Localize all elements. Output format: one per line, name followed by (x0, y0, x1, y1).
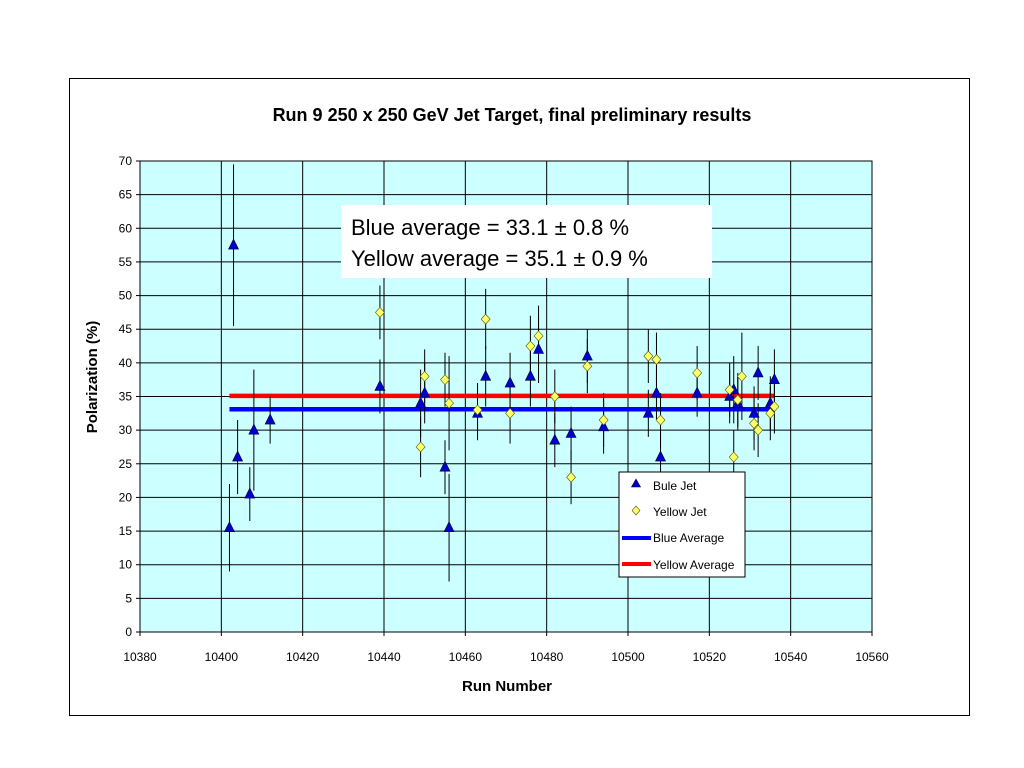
data-point-yellow-jet (749, 417, 759, 429)
data-point-yellow-jet (692, 367, 703, 379)
y-tick-label: 30 (119, 423, 133, 437)
data-point-blue-jet (228, 238, 240, 250)
data-point-yellow-jet (732, 394, 743, 406)
data-point-yellow-jet (769, 401, 780, 413)
y-tick-label: 10 (119, 558, 133, 572)
y-tick-label: 50 (119, 289, 133, 303)
legend-marker-yellow-jet (631, 505, 641, 516)
yellow-average-text: Yellow average = 35.1 ± 0.9 % (351, 246, 648, 271)
data-point-yellow-jet (375, 306, 385, 318)
y-tick-label: 25 (119, 457, 133, 471)
legend-box (618, 471, 746, 578)
x-tick-label: 10420 (286, 650, 320, 664)
data-point-yellow-jet (736, 370, 747, 382)
x-tick-label: 10560 (855, 650, 889, 664)
x-tick-label: 10460 (449, 650, 483, 664)
data-point-yellow-jet (643, 350, 654, 362)
data-point-blue-jet (419, 386, 431, 398)
data-point-yellow-jet (533, 330, 544, 342)
x-tick-label: 10540 (774, 650, 808, 664)
data-point-blue-jet (549, 433, 561, 445)
data-point-blue-jet (642, 406, 654, 418)
x-tick-label: 10440 (367, 650, 401, 664)
data-point-blue-jet (655, 450, 667, 462)
data-point-yellow-jet (728, 451, 739, 463)
data-point-yellow-jet (582, 360, 593, 372)
data-point-yellow-jet (566, 471, 576, 483)
y-axis-label: Polarization (%) (84, 321, 101, 434)
data-point-blue-jet (524, 369, 536, 381)
y-tick-label: 65 (119, 188, 133, 202)
x-axis-label: Run Number (462, 678, 552, 695)
x-tick-label: 10520 (693, 650, 727, 664)
data-point-yellow-jet (472, 404, 483, 416)
data-point-blue-jet (691, 386, 703, 398)
x-tick-label: 10500 (611, 650, 645, 664)
data-point-blue-jet (443, 521, 455, 533)
data-point-blue-jet (223, 521, 235, 533)
legend-label-blue-average: Blue Average (653, 531, 724, 545)
data-point-blue-jet (752, 366, 764, 378)
data-point-blue-jet (374, 379, 386, 391)
legend-label-yellow-jet: Yellow Jet (653, 505, 707, 519)
data-point-yellow-jet (415, 441, 426, 453)
y-tick-label: 0 (125, 625, 132, 639)
y-tick-label: 40 (119, 356, 133, 370)
y-tick-label: 70 (119, 154, 133, 168)
legend: Bule Jet Yellow Jet Blue Average Yellow … (618, 471, 746, 578)
data-point-blue-jet (748, 406, 760, 418)
data-point-yellow-jet (651, 354, 662, 365)
legend-label-blue-jet: Bule Jet (653, 479, 697, 493)
data-point-yellow-jet (505, 407, 515, 419)
legend-marker-blue-jet (630, 478, 642, 488)
blue-average-text: Blue average = 33.1 ± 0.8 % (351, 215, 629, 240)
data-point-blue-jet (439, 460, 451, 472)
y-tick-label: 15 (119, 524, 133, 538)
data-point-blue-jet (248, 423, 260, 435)
data-point-yellow-jet (655, 414, 666, 426)
data-point-blue-jet (724, 389, 736, 401)
data-point-blue-jet (565, 426, 577, 438)
data-point-blue-jet (264, 413, 276, 425)
data-point-blue-jet (598, 420, 610, 432)
x-tick-label: 10480 (530, 650, 564, 664)
chart-title: Run 9 250 x 250 GeV Jet Target, final pr… (273, 105, 752, 125)
y-tick-label: 35 (119, 390, 133, 404)
data-point-yellow-jet (598, 414, 609, 426)
y-tick-label: 20 (119, 490, 133, 504)
data-point-yellow-jet (440, 374, 450, 386)
average-annotation: Blue average = 33.1 ± 0.8 % Yellow avera… (341, 205, 712, 278)
data-point-blue-jet (768, 373, 780, 384)
data-point-yellow-jet (419, 370, 430, 382)
data-point-yellow-jet (480, 313, 491, 325)
legend-label-yellow-average: Yellow Average (653, 558, 735, 572)
data-point-blue-jet (244, 487, 256, 499)
x-tick-label: 10400 (205, 650, 239, 664)
y-tick-label: 60 (119, 221, 133, 235)
data-point-blue-jet (480, 369, 492, 381)
y-tick-label: 5 (125, 591, 132, 605)
y-tick-label: 55 (119, 255, 133, 269)
data-point-yellow-jet (765, 407, 776, 419)
data-point-yellow-jet (724, 384, 735, 396)
chart-svg: Run 9 250 x 250 GeV Jet Target, final pr… (84, 105, 889, 695)
data-point-blue-jet (415, 396, 427, 408)
y-tick-label: 45 (119, 322, 133, 336)
data-point-blue-jet (504, 376, 516, 388)
data-point-blue-jet (232, 450, 244, 462)
data-point-blue-jet (581, 349, 593, 361)
chart-frame: Run 9 250 x 250 GeV Jet Target, final pr… (69, 78, 970, 716)
data-point-yellow-jet (753, 424, 764, 436)
data-point-yellow-jet (525, 340, 536, 352)
data-point-blue-jet (650, 386, 662, 398)
x-tick-label: 10380 (123, 650, 157, 664)
average-annotation-box (341, 205, 712, 278)
data-point-yellow-jet (549, 391, 560, 402)
data-point-blue-jet (533, 342, 545, 354)
data-point-yellow-jet (444, 397, 454, 409)
